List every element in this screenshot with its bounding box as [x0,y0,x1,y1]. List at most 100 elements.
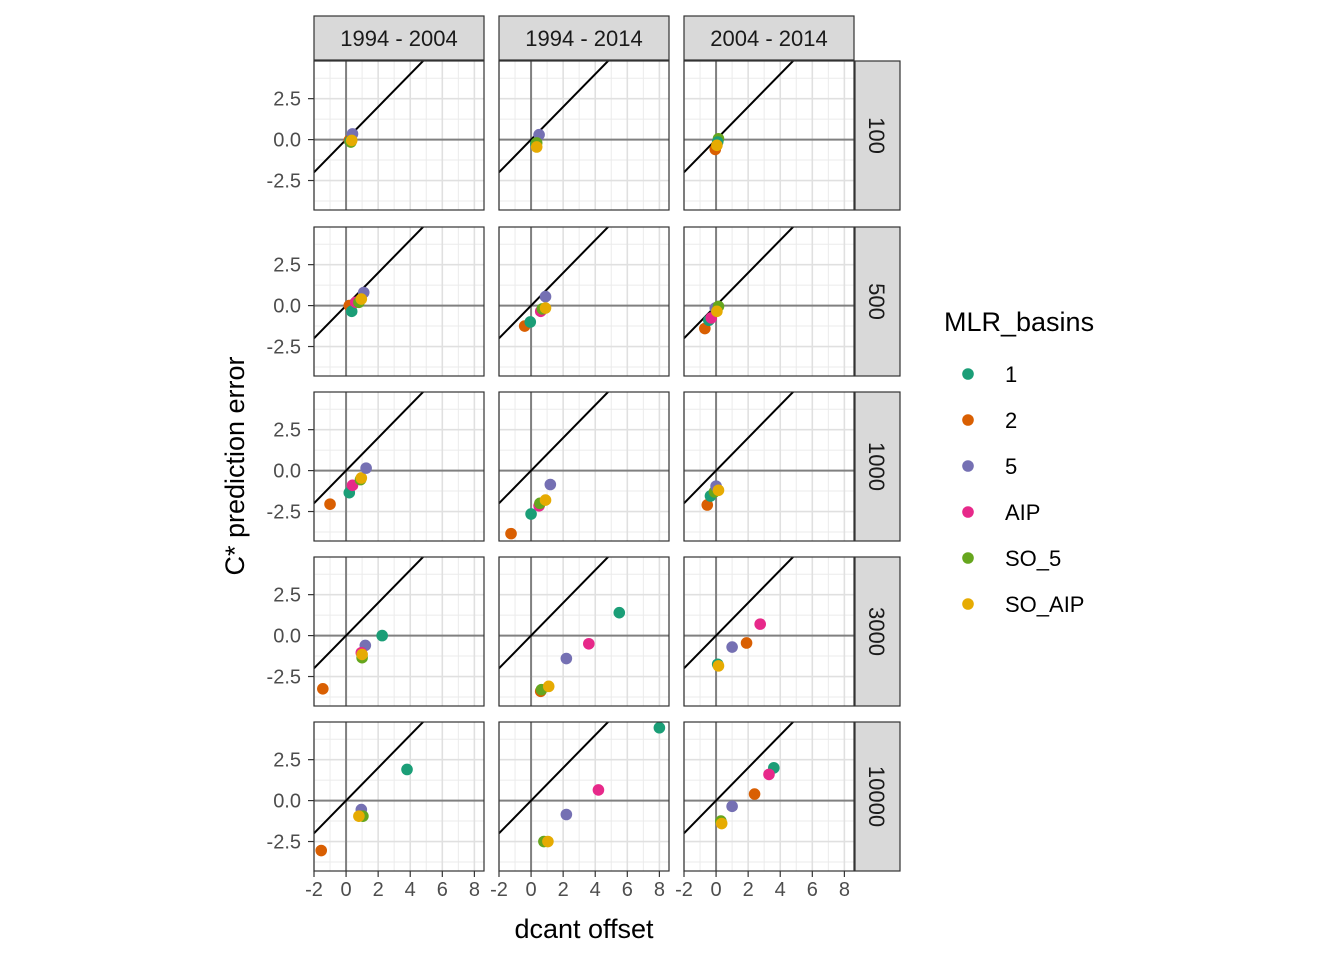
x-tick-label: 0 [711,879,722,901]
legend: MLR_basins 1 2 5 AIP SO_5 SO_AIP [944,307,1094,617]
data-point [726,641,738,653]
data-point [748,788,761,800]
column-strip [313,15,485,61]
panel-border [313,60,485,211]
x-tick-label: 2 [373,879,384,901]
x-tick-label: 8 [469,879,480,901]
data-point [715,817,728,830]
row-strip [854,721,901,872]
one-to-one-line [684,722,795,835]
legend-key [962,506,974,518]
data-point [712,660,725,672]
panel-border [683,391,855,542]
data-point [355,293,368,305]
x-tick-label: 6 [437,879,448,901]
legend-items: 1 2 5 AIP SO_5 SO_AIP [962,362,1084,617]
data-point [356,648,368,661]
panel-border [683,226,855,377]
row-strip-label: 100 [864,117,889,154]
data-point [763,768,775,781]
data-point [524,316,537,328]
x-tick-label: 4 [775,879,786,901]
y-tick-label: -2.5 [267,667,301,689]
panel-border [313,556,485,707]
facet-panel [498,721,670,872]
data-point [740,637,753,649]
data-point [324,498,336,510]
facet-panel [683,60,855,211]
legend-label: AIP [1005,500,1040,525]
data-point [360,462,372,474]
x-tick-label: 0 [341,879,352,901]
data-point [505,527,517,540]
one-to-one-line [314,722,425,835]
panel-border [498,391,670,542]
data-point [346,479,359,492]
data-point [317,683,329,695]
one-to-one-line [499,557,610,670]
facet-panel [498,60,670,211]
column-strip-label: 2004 - 2014 [710,26,827,51]
facet-panel [683,226,855,377]
legend-key [962,414,974,426]
panel-border [313,226,485,377]
y-tick-label: 2.5 [273,585,301,607]
row-strip [854,60,901,211]
data-point [542,835,554,848]
data-point [525,508,537,520]
legend-key [962,552,974,564]
column-strip [498,15,670,61]
data-point [711,139,723,152]
data-point [653,722,666,734]
facet-panel [683,391,855,542]
legend-label: 1 [1005,362,1017,387]
legend-label: 5 [1005,454,1017,479]
y-tick-label: -2.5 [267,832,301,854]
one-to-one-line [314,392,425,505]
one-to-one-line [499,61,610,174]
one-to-one-line [314,227,425,340]
panel-border [313,721,485,872]
x-tick-label: 6 [807,879,818,901]
row-strip [854,391,901,542]
data-point [315,844,328,857]
y-tick-label: -2.5 [267,171,301,193]
panel-border [498,556,670,707]
data-point [345,305,358,318]
y-tick-label: -2.5 [267,337,301,359]
facet-panel [313,391,485,542]
facet-panel [313,721,485,872]
y-tick-label: 0.0 [273,296,301,318]
column-strip-label: 1994 - 2004 [340,26,457,51]
x-axes: -2 0 2 4 6 8 -2 0 2 4 6 8 -2 0 2 4 6 8 [305,871,850,901]
y-tick-label: 2.5 [273,750,301,772]
x-tick-label: -2 [490,879,508,901]
y-tick-label: 2.5 [273,89,301,111]
data-point [539,494,552,506]
column-strip-label: 1994 - 2014 [525,26,642,51]
panel-border [683,60,855,211]
y-tick-label: 0.0 [273,130,301,152]
y-axes: -2.5 0.0 2.5 -2.5 0.0 2.5 -2.5 0.0 2.5 -2.5 0.0 2.5… [267,89,314,854]
y-axis-title: C* prediction error [220,356,250,575]
facet-panel [313,226,485,377]
row-strip-label: 3000 [864,607,889,656]
data-point [376,629,388,642]
facet-panel [498,391,670,542]
x-tick-label: 8 [654,879,665,901]
data-point [613,606,626,619]
row-strip-label: 10000 [864,766,889,827]
y-tick-label: 0.0 [273,626,301,648]
legend-label: 2 [1005,408,1017,433]
facet-panel [313,60,485,211]
x-tick-label: 8 [839,879,850,901]
row-strip [854,556,901,707]
legend-label: SO_AIP [1005,592,1084,617]
x-tick-label: 4 [590,879,601,901]
data-point [401,763,413,776]
panel-border [498,226,670,377]
legend-key [962,460,974,472]
x-tick-label: 2 [743,879,754,901]
data-point [353,810,365,822]
